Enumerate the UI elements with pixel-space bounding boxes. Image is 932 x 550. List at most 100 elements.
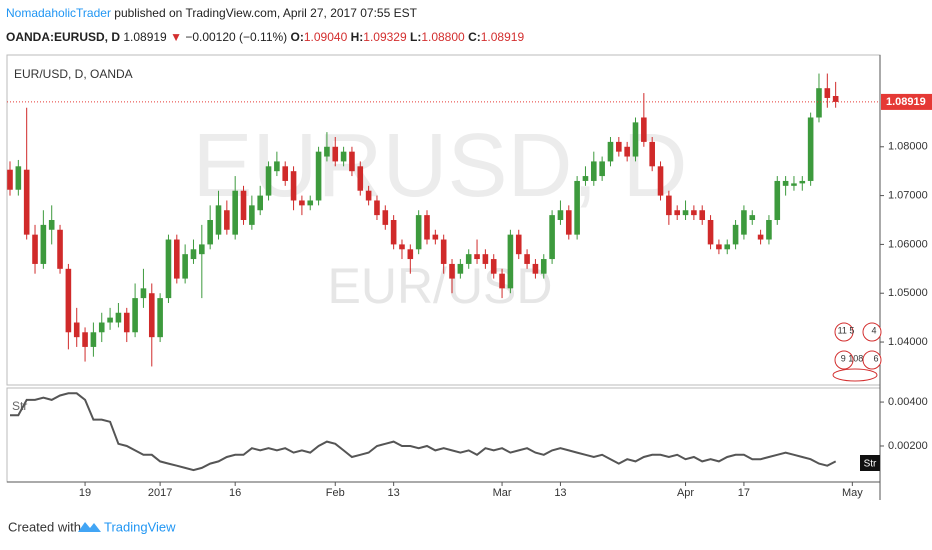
candle-body — [766, 220, 772, 240]
candle-body — [349, 151, 355, 172]
candle-body — [23, 169, 30, 235]
last-price-label: 1.08919 — [886, 96, 926, 108]
y-tick-label: 1.05000 — [888, 287, 928, 299]
candle-body — [123, 312, 130, 333]
candle-body — [190, 249, 197, 260]
candle-body — [607, 141, 614, 162]
o: 1.09040 — [303, 30, 348, 44]
candle-body — [515, 234, 522, 255]
published: published on TradingView.com, April 27, … — [114, 6, 417, 20]
candle-body — [599, 161, 605, 177]
event-label: 9 108 — [841, 353, 864, 363]
candle-body — [215, 205, 222, 235]
candle-body — [666, 195, 672, 216]
candle-body — [649, 141, 655, 167]
y-tick-label: 0.00400 — [888, 396, 928, 408]
series-badge — [860, 455, 880, 471]
candle-body — [791, 183, 797, 186]
pane-title: EUR/USD, D, OANDA — [14, 67, 133, 81]
y-tick-label: 0.00200 — [888, 440, 928, 452]
candle-body — [98, 322, 105, 333]
candle-body — [324, 146, 330, 157]
x-tick-label: 2017 — [148, 487, 172, 499]
event-label: 6 — [873, 353, 878, 363]
candle-body — [440, 239, 447, 264]
candle-body — [182, 254, 188, 279]
event-badges: 11 5 4 9 108 6 — [832, 322, 882, 382]
x-tick-label: 16 — [229, 487, 241, 499]
main-pane — [6, 54, 881, 386]
candle-body — [290, 171, 297, 201]
indicator-line — [10, 392, 837, 472]
candle-body — [449, 263, 455, 279]
candle-body — [148, 293, 155, 338]
candle-body — [265, 166, 272, 196]
logo — [78, 522, 101, 532]
candle-body — [507, 234, 514, 289]
candle-body — [716, 244, 722, 250]
candle-body — [407, 249, 414, 260]
footer-created: Created with — [8, 519, 81, 534]
watermark-sub: EUR/USD — [327, 258, 552, 314]
candle-body — [474, 254, 480, 260]
author[interactable]: NomadaholicTrader — [6, 6, 111, 20]
candle-body — [816, 88, 822, 118]
x-tick-label: 13 — [388, 487, 400, 499]
x-tick-label: 19 — [79, 487, 91, 499]
h: 1.09329 — [363, 30, 407, 44]
candle-body — [699, 210, 706, 220]
footer-brand[interactable]: TradingView — [104, 519, 176, 534]
x-tick-label: 13 — [554, 487, 566, 499]
candle-body — [299, 200, 305, 206]
candle-body — [641, 117, 647, 142]
candle-body — [674, 210, 680, 216]
x-tick-label: Mar — [493, 487, 512, 499]
candle-body — [415, 215, 422, 250]
candle-body — [274, 161, 280, 172]
candle-body — [490, 259, 497, 274]
last: 1.08919 — [123, 30, 167, 44]
candle-body — [224, 210, 230, 230]
candle-body — [457, 263, 464, 274]
o-label: O: — [290, 30, 304, 44]
x-tick-label: Feb — [326, 487, 345, 499]
l-label: L: — [410, 30, 422, 44]
candle-body — [741, 210, 747, 235]
candle-body — [282, 166, 289, 181]
candle-body — [557, 210, 564, 220]
candle-body — [574, 180, 580, 235]
c: 1.08919 — [480, 30, 525, 44]
candle-body — [90, 332, 97, 347]
candle-body — [524, 254, 530, 264]
candle-body — [632, 122, 639, 157]
candle-body — [73, 322, 80, 338]
quote-line: OANDA:EURUSD, D 1.08919 ▼ −0.00120 (−0.1… — [6, 30, 524, 44]
candle-body — [7, 169, 13, 190]
candle-body — [132, 298, 138, 333]
candle-body — [657, 166, 664, 196]
candle-body — [365, 190, 372, 201]
candle-body — [115, 312, 122, 323]
event-label: 4 — [871, 325, 876, 335]
y-tick-label: 1.04000 — [888, 336, 928, 348]
event-label: 11 5 — [838, 325, 855, 335]
x-tick-label: 17 — [738, 487, 750, 499]
candle-body — [691, 210, 697, 216]
candle-body — [624, 146, 630, 157]
x-tick-label: Apr — [677, 487, 694, 499]
candle-body — [799, 180, 806, 184]
candle-body — [65, 268, 72, 333]
candle-body — [340, 151, 347, 162]
candle-body — [732, 224, 739, 245]
candle-body — [682, 210, 689, 216]
candle-body — [782, 180, 789, 186]
candle-body — [532, 263, 539, 274]
event-icon — [862, 322, 882, 342]
last-price-box — [881, 93, 932, 110]
candle-body — [140, 288, 147, 299]
candle-body — [540, 259, 547, 274]
event-icon — [834, 322, 854, 342]
candle-body — [499, 273, 505, 289]
